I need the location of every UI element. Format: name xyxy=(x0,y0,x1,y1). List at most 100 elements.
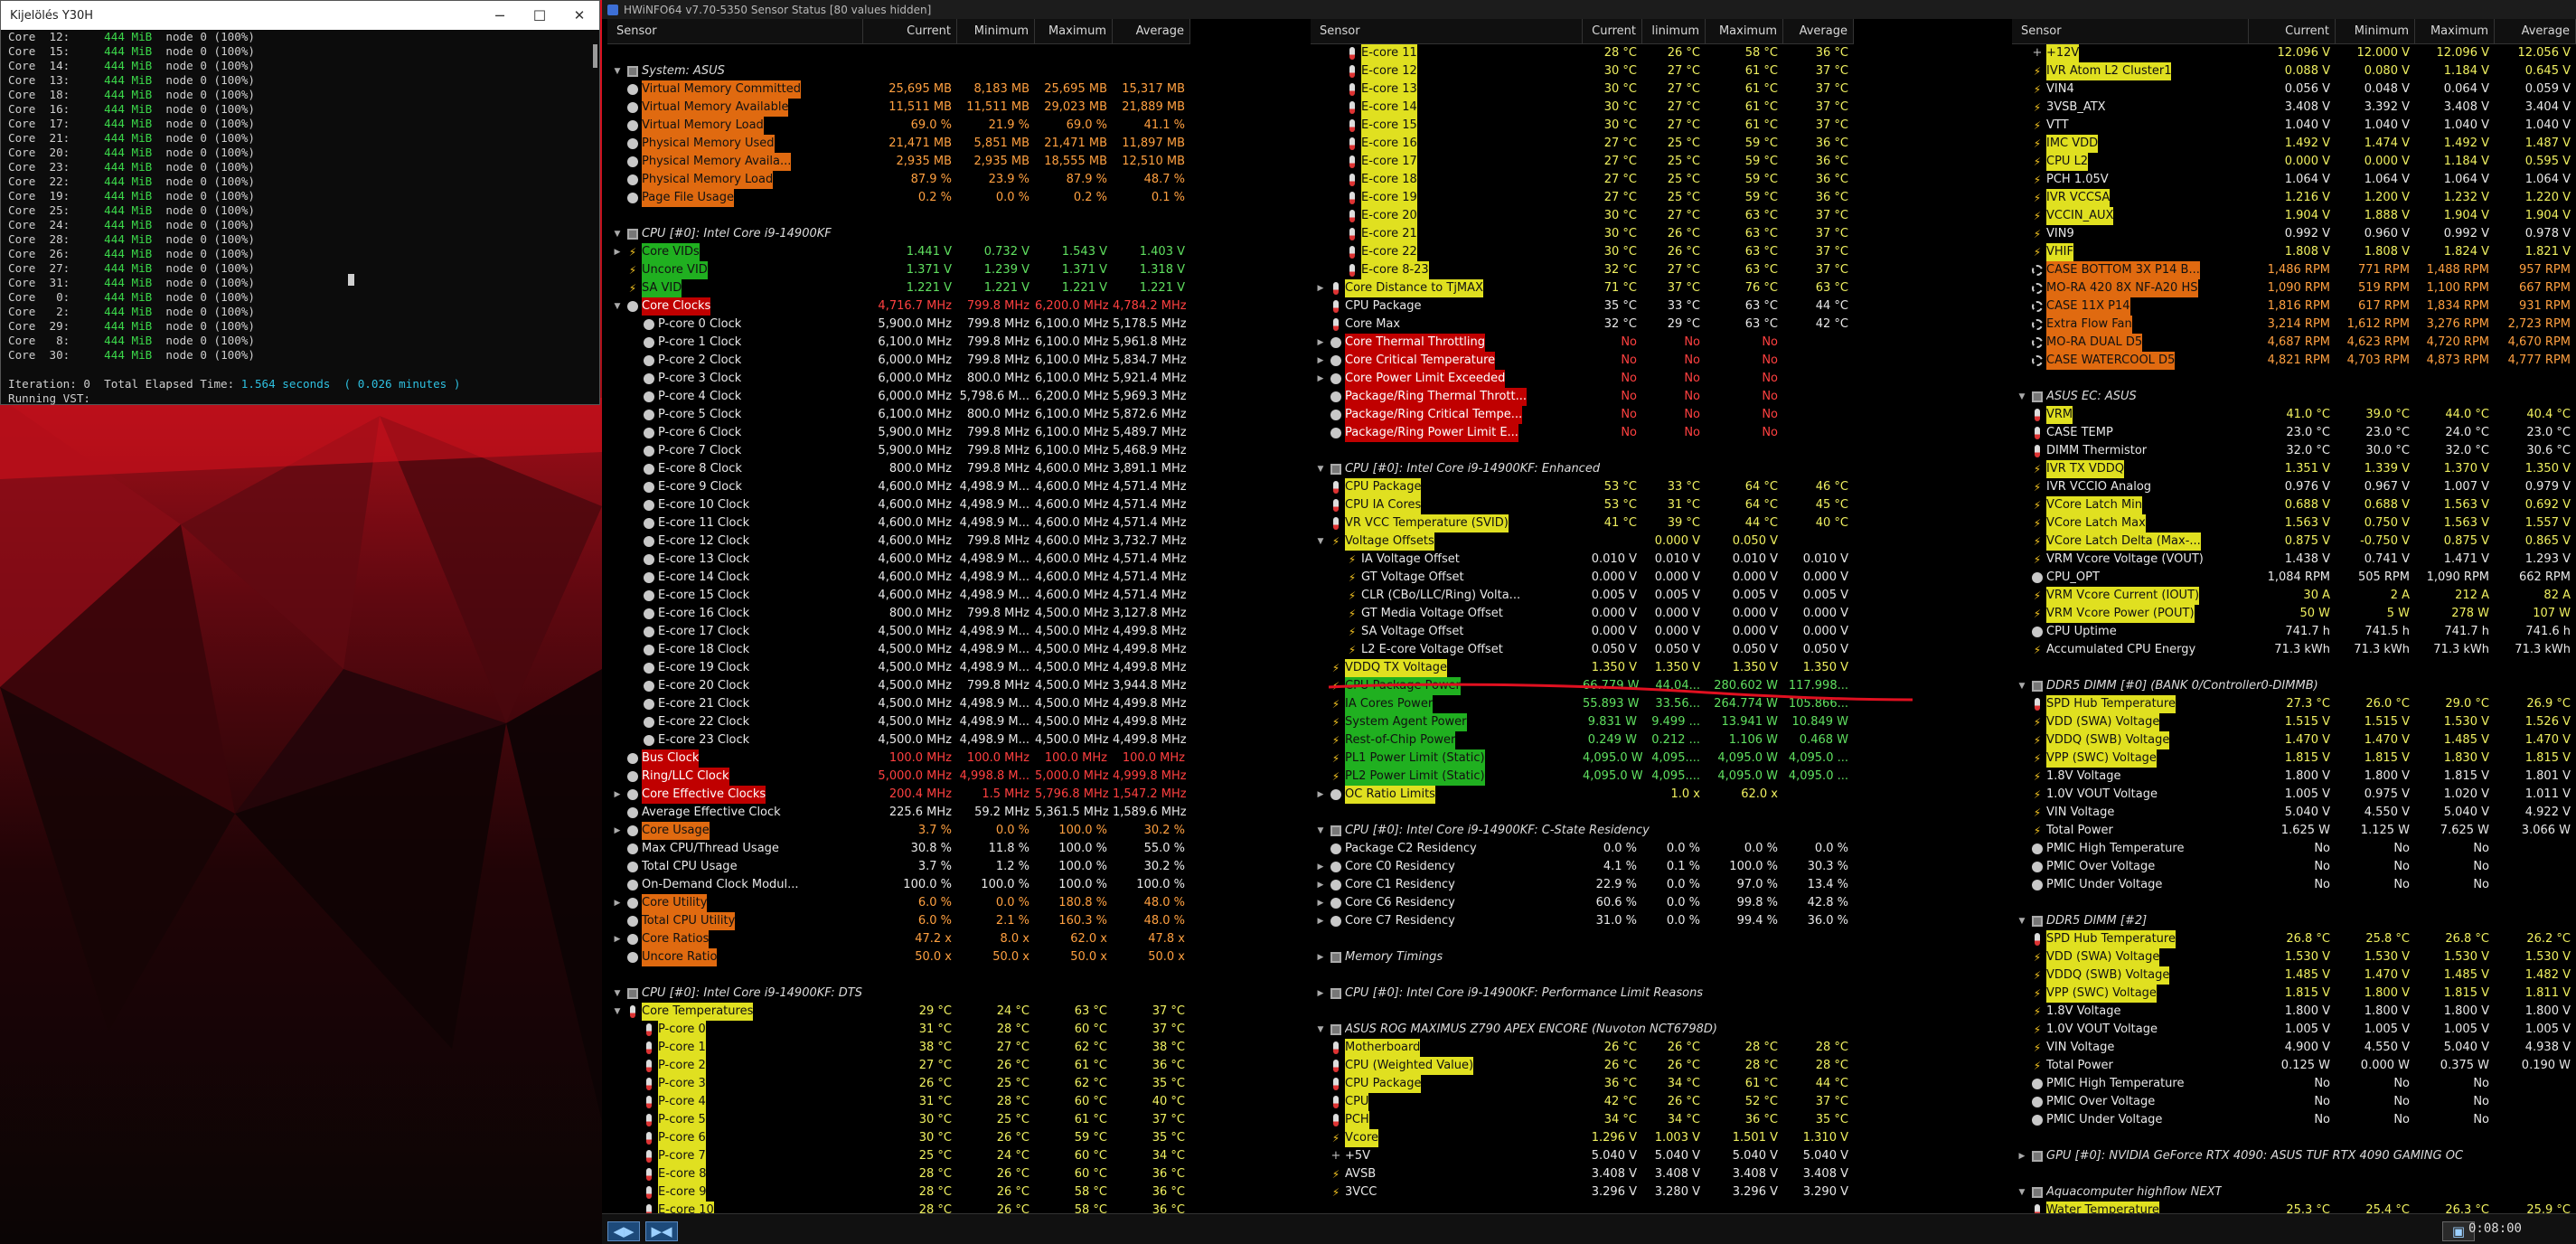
sensor-row[interactable]: ⚡ IMC VDD 1.492 V 1.474 V 1.492 V 1.487 V xyxy=(2012,135,2576,153)
sensor-row[interactable]: CPU Package 36 °C 34 °C 61 °C 44 °C xyxy=(1311,1075,1854,1093)
sensor-row[interactable]: ▶ Core Power Limit Exceeded No No No xyxy=(1311,370,1854,388)
sensor-row[interactable]: ⚡ VIN Voltage 4.900 V 4.550 V 5.040 V 4.938 V xyxy=(2012,1039,2576,1057)
sensor-row[interactable]: Bus Clock 100.0 MHz 100.0 MHz 100.0 MHz 100.… xyxy=(607,749,1190,768)
chevron-right-icon[interactable]: ▶ xyxy=(1317,374,1324,383)
sensor-row[interactable]: ⚡ 3VSB_ATX 3.408 V 3.392 V 3.408 V 3.404 V xyxy=(2012,99,2576,117)
sensor-row[interactable]: ⚡ Rest-of-Chip Power 0.249 W 0.212 ... 1.106… xyxy=(1311,731,1854,749)
sensor-row[interactable]: ▶ OC Ratio Limits 1.0 x 62.0 x xyxy=(1311,786,1854,804)
chevron-right-icon[interactable]: ▶ xyxy=(1317,356,1324,365)
sensor-row[interactable]: P-core 7 Clock 5,900.0 MHz 799.8 MHz 6,100.… xyxy=(607,442,1190,460)
column-header-average[interactable]: Average xyxy=(1113,19,1190,43)
column-header-maximum[interactable]: Maximum xyxy=(1035,19,1113,43)
sensor-row[interactable]: CASE TEMP 23.0 °C 23.0 °C 24.0 °C 23.0 °C xyxy=(2012,424,2576,442)
sensor-row[interactable]: ▶ Core Critical Temperature No No No xyxy=(1311,352,1854,370)
sensor-row[interactable]: E-core 21 Clock 4,500.0 MHz 4,498.9 M... 4,… xyxy=(607,695,1190,713)
sensor-row[interactable]: ⚡ IVR VCCIO Analog 0.976 V 0.967 V 1.007 V 0.… xyxy=(2012,478,2576,496)
sensor-row[interactable]: E-core 19 Clock 4,500.0 MHz 4,498.9 M... 4,… xyxy=(607,659,1190,677)
sensor-row[interactable]: CASE BOTTOM 3X P14 B... 1,486 RPM 771 RPM 1… xyxy=(2012,261,2576,279)
sensor-row[interactable]: CASE WATERCOOL D5 4,821 RPM 4,703 RPM 4,873… xyxy=(2012,352,2576,370)
sensor-row[interactable]: CPU 42 °C 26 °C 52 °C 37 °C xyxy=(1311,1093,1854,1111)
sensor-row[interactable]: E-core 8-23 32 °C 27 °C 63 °C 37 °C xyxy=(1311,261,1854,279)
sensor-row[interactable]: ⚡ GT Media Voltage Offset 0.000 V 0.000 V 0.… xyxy=(1311,605,1854,623)
sensor-row[interactable]: ▼ Core Temperatures 29 °C 24 °C 63 °C 37 °C xyxy=(607,1003,1190,1021)
sensor-row[interactable]: P-core 5 30 °C 25 °C 61 °C 37 °C xyxy=(607,1111,1190,1129)
sensor-row[interactable]: CPU Package 35 °C 33 °C 63 °C 44 °C xyxy=(1311,297,1854,316)
sensor-row[interactable]: P-core 2 27 °C 26 °C 61 °C 36 °C xyxy=(607,1057,1190,1075)
sensor-row[interactable]: ⚡ VIN4 0.056 V 0.048 V 0.064 V 0.059 V xyxy=(2012,80,2576,99)
sensor-row[interactable]: P-core 6 Clock 5,900.0 MHz 799.8 MHz 6,100.… xyxy=(607,424,1190,442)
sensor-group-header[interactable]: ▶ CPU [#0]: Intel Core i9-14900KF: Perfor… xyxy=(1311,985,1854,1003)
chevron-right-icon[interactable]: ▶ xyxy=(1317,899,1324,908)
sensor-row[interactable]: VR VCC Temperature (SVID) 41 °C 39 °C 44 °C… xyxy=(1311,514,1854,532)
column-header-sensor[interactable]: Sensor xyxy=(607,19,863,43)
sensor-row[interactable]: Extra Flow Fan 3,214 RPM 1,612 RPM 3,276 RP… xyxy=(2012,316,2576,334)
sensor-row[interactable]: Average Effective Clock 225.6 MHz 59.2 MHz… xyxy=(607,804,1190,822)
sensor-row[interactable]: DIMM Thermistor 32.0 °C 30.0 °C 32.0 °C 30.6… xyxy=(2012,442,2576,460)
sensor-row[interactable]: Total CPU Usage 3.7 % 1.2 % 100.0 % 30.2 % xyxy=(607,858,1190,876)
chevron-right-icon[interactable]: ▶ xyxy=(614,826,621,835)
sensor-row[interactable]: Physical Memory Load 87.9 % 23.9 % 87.9 % 48… xyxy=(607,171,1190,189)
sensor-panel-2[interactable]: Sensor Current linimum Maximum Average E-core… xyxy=(1311,19,1854,1213)
sensor-row[interactable]: E-core 8 Clock 800.0 MHz 799.8 MHz 4,600.0 … xyxy=(607,460,1190,478)
sensor-row[interactable]: ⚡ VIN Voltage 5.040 V 4.550 V 5.040 V 4.922 V xyxy=(2012,804,2576,822)
sensor-row[interactable]: ⚡ VTT 1.040 V 1.040 V 1.040 V 1.040 V xyxy=(2012,117,2576,135)
sensor-row[interactable]: P-core 1 38 °C 27 °C 62 °C 38 °C xyxy=(607,1039,1190,1057)
sensor-row[interactable]: E-core 23 Clock 4,500.0 MHz 4,498.9 M... 4,… xyxy=(607,731,1190,749)
chevron-right-icon[interactable]: ▶ xyxy=(614,899,621,908)
close-icon[interactable]: ✕ xyxy=(573,7,586,24)
sensor-row[interactable]: E-core 20 30 °C 27 °C 63 °C 37 °C xyxy=(1311,207,1854,225)
sensor-row[interactable]: E-core 11 Clock 4,600.0 MHz 4,498.9 M... 4,… xyxy=(607,514,1190,532)
sensor-group-header[interactable]: ▼ CPU [#0]: Intel Core i9-14900KF: DTS xyxy=(607,985,1190,1003)
chevron-down-icon[interactable]: ▼ xyxy=(2018,392,2026,401)
column-header-sensor[interactable]: Sensor xyxy=(2012,19,2249,43)
sensor-row[interactable]: P-core 0 31 °C 28 °C 60 °C 37 °C xyxy=(607,1021,1190,1039)
sensor-group-header[interactable]: ▼ ASUS EC: ASUS xyxy=(2012,388,2576,406)
sensor-row[interactable]: E-core 14 30 °C 27 °C 61 °C 37 °C xyxy=(1311,99,1854,117)
sensor-row[interactable]: CPU IA Cores 53 °C 31 °C 64 °C 45 °C xyxy=(1311,496,1854,514)
sensor-row[interactable]: E-core 9 Clock 4,600.0 MHz 4,498.9 M... 4,6… xyxy=(607,478,1190,496)
sensor-row[interactable]: ⚡ 1.8V Voltage 1.800 V 1.800 V 1.800 V 1.800 … xyxy=(2012,1003,2576,1021)
sensor-row[interactable]: Uncore Ratio 50.0 x 50.0 x 50.0 x 50.0 x xyxy=(607,948,1190,966)
sensor-row[interactable]: CPU Uptime 741.7 h 741.5 h 741.7 h 741.6 h xyxy=(2012,623,2576,641)
sensor-row[interactable]: ⚡ VCore Latch Max 1.563 V 0.750 V 1.563 V 1.5… xyxy=(2012,514,2576,532)
sensor-row[interactable]: ⚡ VCore Latch Delta (Max-... 0.875 V -0.750… xyxy=(2012,532,2576,551)
sensor-row[interactable]: ⚡ VCCIN_AUX 1.904 V 1.888 V 1.904 V 1.904 V xyxy=(2012,207,2576,225)
chevron-down-icon[interactable]: ▼ xyxy=(2018,917,2026,926)
sensor-row[interactable]: E-core 13 Clock 4,600.0 MHz 4,498.9 M... 4,… xyxy=(607,551,1190,569)
sensor-row[interactable]: + +5V 5.040 V 5.040 V 5.040 V 5.040 V xyxy=(1311,1147,1854,1165)
sensor-row[interactable]: On-Demand Clock Modul... 100.0 % 100.0 % 10… xyxy=(607,876,1190,894)
sensor-row[interactable]: Package/Ring Critical Tempe... No No No xyxy=(1311,406,1854,424)
sensor-panel-3[interactable]: Sensor Current Minimum Maximum Average + +12V 1… xyxy=(2012,19,2576,1213)
sensor-row[interactable]: ⚡ VDDQ (SWB) Voltage 1.470 V 1.470 V 1.485 V… xyxy=(2012,731,2576,749)
sensor-row[interactable]: ⚡ System Agent Power 9.831 W 9.499 ... 13.94… xyxy=(1311,713,1854,731)
maximize-icon[interactable]: ☐ xyxy=(532,6,547,24)
nav-back-button[interactable]: ◀▶ xyxy=(607,1221,640,1241)
sensor-row[interactable]: E-core 22 Clock 4,500.0 MHz 4,498.9 M... 4,… xyxy=(607,713,1190,731)
sensor-group-header[interactable]: ▼ System: ASUS xyxy=(607,62,1190,80)
sensor-row[interactable]: PMIC Over Voltage No No No xyxy=(2012,1093,2576,1111)
chevron-down-icon[interactable]: ▼ xyxy=(614,67,621,76)
hwinfo-window[interactable]: HWiNFO64 v7.70-5350 Sensor Status [80 va… xyxy=(602,0,2576,1244)
sensor-row[interactable]: E-core 21 30 °C 26 °C 63 °C 37 °C xyxy=(1311,225,1854,243)
sensor-row[interactable]: E-core 10 28 °C 26 °C 58 °C 36 °C xyxy=(607,1202,1190,1213)
chevron-down-icon[interactable]: ▼ xyxy=(1317,826,1324,835)
sensor-row[interactable]: E-core 17 Clock 4,500.0 MHz 4,498.9 M... 4,… xyxy=(607,623,1190,641)
sensor-row[interactable]: P-core 3 26 °C 25 °C 62 °C 35 °C xyxy=(607,1075,1190,1093)
chevron-down-icon[interactable]: ▼ xyxy=(1317,537,1324,546)
chevron-right-icon[interactable]: ▶ xyxy=(1317,284,1324,293)
sensor-row[interactable]: E-core 12 Clock 4,600.0 MHz 799.8 MHz 4,600… xyxy=(607,532,1190,551)
sensor-group-header[interactable]: ▼ DDR5 DIMM [#0] (BANK 0/Controller0-DIMM… xyxy=(2012,677,2576,695)
sensor-row[interactable]: E-core 9 28 °C 26 °C 58 °C 36 °C xyxy=(607,1183,1190,1202)
chevron-right-icon[interactable]: ▶ xyxy=(614,935,621,944)
chevron-down-icon[interactable]: ▼ xyxy=(614,302,621,311)
sensor-row[interactable]: ▶ Core C6 Residency 60.6 % 0.0 % 99.8 % 42.8 … xyxy=(1311,894,1854,912)
chevron-down-icon[interactable]: ▼ xyxy=(1317,1025,1324,1034)
minimize-icon[interactable]: ─ xyxy=(495,6,504,24)
terminal-scrollbar[interactable] xyxy=(593,44,597,68)
sensor-row[interactable]: MO-RA 420 8X NF-A20 HS 1,090 RPM 519 RPM 1,… xyxy=(2012,279,2576,297)
sensor-row[interactable]: ⚡ Vcore 1.296 V 1.003 V 1.501 V 1.310 V xyxy=(1311,1129,1854,1147)
